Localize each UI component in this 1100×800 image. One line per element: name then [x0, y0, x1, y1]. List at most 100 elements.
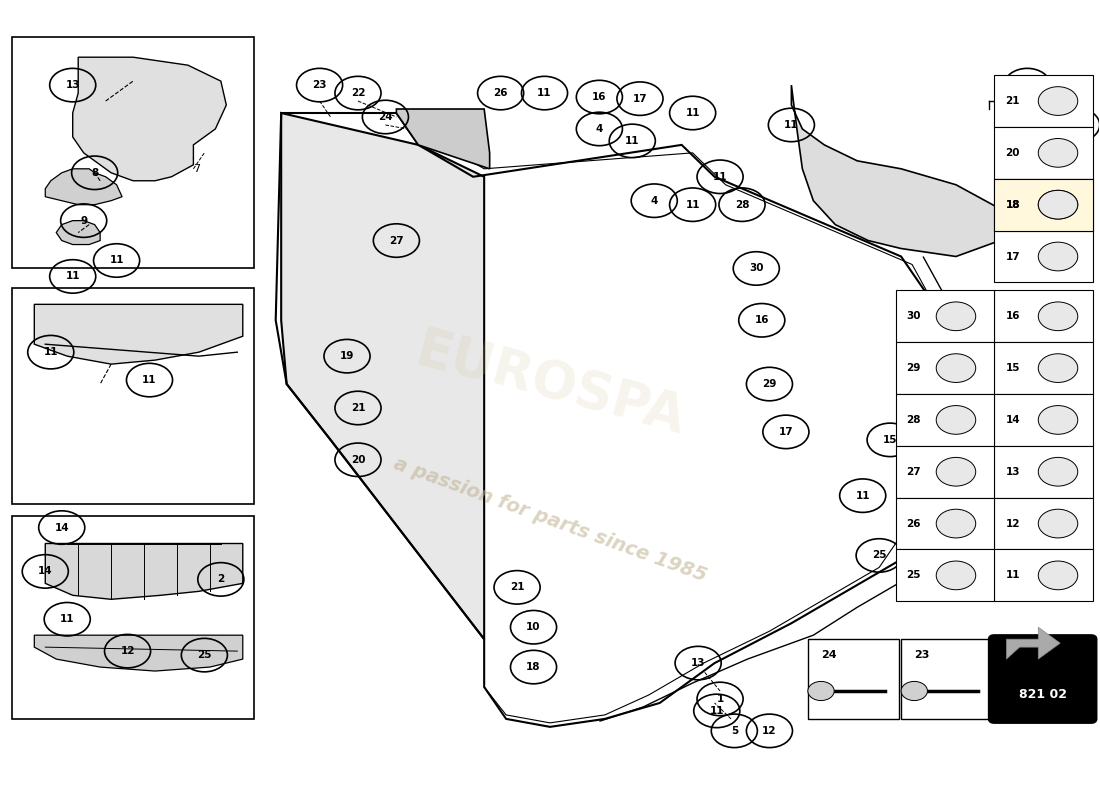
Text: 11: 11 — [60, 614, 75, 624]
Text: 18: 18 — [526, 662, 541, 672]
Text: 5: 5 — [730, 726, 738, 736]
Text: 25: 25 — [197, 650, 211, 660]
Text: 19: 19 — [340, 351, 354, 361]
Text: 14: 14 — [1005, 415, 1020, 425]
FancyBboxPatch shape — [994, 230, 1093, 282]
Text: 26: 26 — [494, 88, 508, 98]
Circle shape — [936, 458, 976, 486]
FancyBboxPatch shape — [994, 446, 1093, 498]
Text: 15: 15 — [883, 435, 898, 445]
Text: 17: 17 — [1005, 251, 1020, 262]
FancyBboxPatch shape — [12, 515, 254, 719]
FancyBboxPatch shape — [12, 288, 254, 504]
Polygon shape — [396, 109, 490, 169]
Text: 9: 9 — [80, 216, 87, 226]
Text: 11: 11 — [625, 136, 639, 146]
Text: 11: 11 — [109, 255, 124, 266]
Circle shape — [1038, 138, 1078, 167]
Text: 821 02: 821 02 — [1019, 689, 1067, 702]
Text: 25: 25 — [906, 570, 921, 580]
Text: 24: 24 — [821, 650, 837, 660]
FancyBboxPatch shape — [989, 635, 1097, 723]
FancyBboxPatch shape — [994, 290, 1093, 342]
Circle shape — [936, 510, 976, 538]
Polygon shape — [791, 85, 1005, 257]
Text: 8: 8 — [91, 168, 98, 178]
Text: 11: 11 — [784, 120, 799, 130]
Text: 27: 27 — [389, 235, 404, 246]
Text: 26: 26 — [906, 518, 921, 529]
Text: 3: 3 — [1024, 80, 1031, 90]
Text: 29: 29 — [906, 363, 921, 373]
FancyBboxPatch shape — [807, 639, 899, 719]
Text: 15: 15 — [1005, 363, 1020, 373]
FancyBboxPatch shape — [895, 498, 994, 550]
Text: 21: 21 — [509, 582, 525, 592]
FancyBboxPatch shape — [895, 446, 994, 498]
Text: 16: 16 — [592, 92, 606, 102]
Polygon shape — [1006, 627, 1060, 659]
Circle shape — [1038, 242, 1078, 271]
Text: 21: 21 — [1005, 96, 1020, 106]
Text: 25: 25 — [872, 550, 887, 561]
FancyBboxPatch shape — [994, 75, 1093, 127]
Text: 20: 20 — [1005, 148, 1020, 158]
Text: 7: 7 — [194, 164, 200, 174]
Text: 22: 22 — [351, 88, 365, 98]
Text: 11: 11 — [685, 108, 700, 118]
Polygon shape — [282, 113, 484, 639]
Text: 13: 13 — [66, 80, 80, 90]
FancyBboxPatch shape — [895, 290, 994, 342]
Text: 1: 1 — [716, 694, 724, 704]
Text: 20: 20 — [351, 454, 365, 465]
Circle shape — [901, 682, 927, 701]
Text: 17: 17 — [632, 94, 647, 104]
Text: 16: 16 — [755, 315, 769, 326]
Circle shape — [1038, 190, 1078, 219]
Text: 11: 11 — [1005, 570, 1020, 580]
FancyBboxPatch shape — [901, 639, 992, 719]
Circle shape — [1038, 354, 1078, 382]
Circle shape — [1038, 406, 1078, 434]
Polygon shape — [45, 169, 122, 205]
Text: 17: 17 — [779, 427, 793, 437]
Text: 18: 18 — [1005, 200, 1020, 210]
FancyBboxPatch shape — [12, 38, 254, 269]
Circle shape — [936, 354, 976, 382]
FancyBboxPatch shape — [895, 342, 994, 394]
Polygon shape — [34, 304, 243, 364]
Text: 12: 12 — [1005, 518, 1020, 529]
Circle shape — [1038, 561, 1078, 590]
Text: 2: 2 — [217, 574, 224, 584]
Text: 11: 11 — [856, 490, 870, 501]
Text: 11: 11 — [142, 375, 157, 385]
Polygon shape — [56, 221, 100, 245]
Text: 23: 23 — [312, 80, 327, 90]
Circle shape — [936, 561, 976, 590]
Text: 11: 11 — [44, 347, 58, 357]
Polygon shape — [34, 635, 243, 671]
Circle shape — [1038, 458, 1078, 486]
Circle shape — [1038, 302, 1078, 330]
Text: 11: 11 — [685, 200, 700, 210]
Text: 30: 30 — [749, 263, 763, 274]
Text: 13: 13 — [1005, 466, 1020, 477]
FancyBboxPatch shape — [994, 127, 1093, 178]
FancyBboxPatch shape — [994, 178, 1093, 230]
Circle shape — [1038, 510, 1078, 538]
FancyBboxPatch shape — [994, 550, 1093, 602]
FancyBboxPatch shape — [994, 498, 1093, 550]
Text: 21: 21 — [351, 403, 365, 413]
Text: 12: 12 — [120, 646, 135, 656]
Circle shape — [1038, 190, 1078, 219]
Text: 4: 4 — [596, 124, 603, 134]
Text: 28: 28 — [906, 415, 921, 425]
Text: 11: 11 — [66, 271, 80, 282]
Text: a passion for parts since 1985: a passion for parts since 1985 — [390, 454, 710, 586]
Circle shape — [936, 406, 976, 434]
Text: 11: 11 — [713, 172, 727, 182]
Circle shape — [1038, 86, 1078, 115]
Circle shape — [936, 302, 976, 330]
Polygon shape — [73, 57, 227, 181]
Text: 13: 13 — [691, 658, 705, 668]
